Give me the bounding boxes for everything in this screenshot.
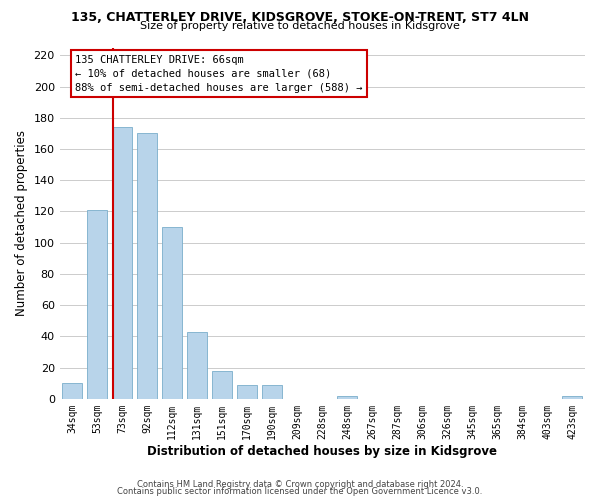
- Bar: [162, 227, 182, 399]
- Text: Size of property relative to detached houses in Kidsgrove: Size of property relative to detached ho…: [140, 21, 460, 31]
- X-axis label: Distribution of detached houses by size in Kidsgrove: Distribution of detached houses by size …: [148, 444, 497, 458]
- Y-axis label: Number of detached properties: Number of detached properties: [15, 130, 28, 316]
- Bar: [112, 127, 132, 399]
- Text: 135, CHATTERLEY DRIVE, KIDSGROVE, STOKE-ON-TRENT, ST7 4LN: 135, CHATTERLEY DRIVE, KIDSGROVE, STOKE-…: [71, 11, 529, 24]
- Bar: [87, 210, 107, 399]
- Bar: [562, 396, 583, 399]
- Text: Contains public sector information licensed under the Open Government Licence v3: Contains public sector information licen…: [118, 487, 482, 496]
- Text: 135 CHATTERLEY DRIVE: 66sqm
← 10% of detached houses are smaller (68)
88% of sem: 135 CHATTERLEY DRIVE: 66sqm ← 10% of det…: [76, 54, 363, 92]
- Bar: [262, 385, 283, 399]
- Bar: [62, 383, 82, 399]
- Bar: [187, 332, 207, 399]
- Bar: [137, 134, 157, 399]
- Bar: [337, 396, 358, 399]
- Bar: [212, 370, 232, 399]
- Bar: [237, 385, 257, 399]
- Text: Contains HM Land Registry data © Crown copyright and database right 2024.: Contains HM Land Registry data © Crown c…: [137, 480, 463, 489]
